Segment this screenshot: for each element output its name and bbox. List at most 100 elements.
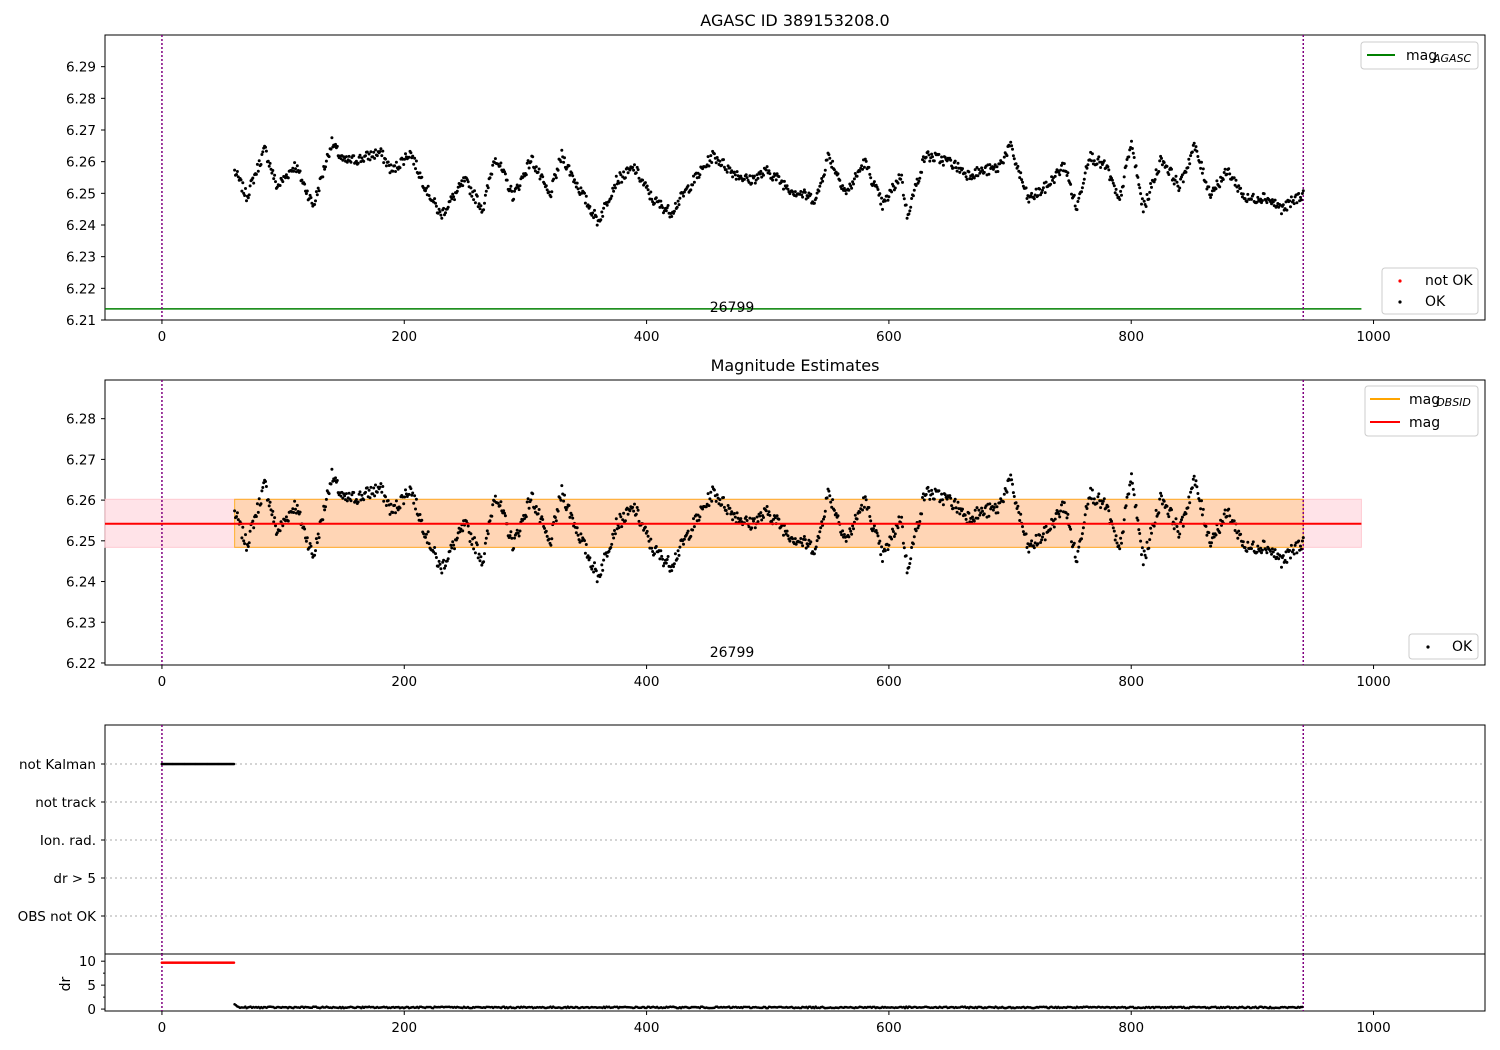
ok-point <box>1066 512 1070 516</box>
ok-point <box>858 510 862 514</box>
ok-point <box>560 148 564 152</box>
ok-point <box>541 175 545 179</box>
ok-point <box>910 546 914 549</box>
ok-point <box>916 526 920 530</box>
estimates-annotation: 26799 <box>710 645 755 661</box>
ok-point <box>1122 175 1126 179</box>
ok-point <box>672 562 676 566</box>
ok-point <box>1110 178 1114 182</box>
ok-point <box>712 488 716 492</box>
ok-point <box>422 532 426 536</box>
ok-point <box>1190 486 1194 490</box>
ok-point <box>1200 499 1203 503</box>
ok-point <box>841 184 845 188</box>
ok-point <box>1030 539 1034 543</box>
ok-point <box>646 534 650 538</box>
dr-point <box>1300 1005 1304 1009</box>
ok-point <box>972 519 976 523</box>
ok-point <box>912 188 916 192</box>
ok-point <box>540 515 544 519</box>
agasc-marks <box>105 35 1362 320</box>
ok-point <box>692 180 696 184</box>
ok-point <box>1095 501 1099 505</box>
legend-agasc-subscript: AGASC <box>1432 52 1472 65</box>
ok-point <box>1201 507 1205 511</box>
ok-point <box>714 161 718 165</box>
ok-point <box>577 538 581 542</box>
ok-point <box>744 515 748 519</box>
ok-point <box>886 198 890 202</box>
ok-point <box>268 500 272 504</box>
ok-point <box>394 511 397 515</box>
ok-point <box>358 490 362 494</box>
ok-point <box>270 513 274 517</box>
ok-point <box>815 539 819 543</box>
ok-point <box>496 501 500 505</box>
ok-point <box>1136 518 1140 522</box>
ok-point <box>365 486 369 490</box>
ok-point <box>658 557 662 561</box>
ok-point <box>1019 512 1023 516</box>
ok-point <box>677 203 681 207</box>
ok-point <box>1044 180 1048 184</box>
ok-point <box>444 564 447 568</box>
ok-point <box>1260 199 1264 203</box>
ok-point <box>449 543 453 547</box>
ok-point <box>1083 171 1087 175</box>
ok-point <box>799 190 803 193</box>
ok-point <box>1184 170 1188 174</box>
ok-point <box>1049 527 1053 531</box>
ok-point <box>590 567 594 571</box>
ok-point <box>1210 541 1213 545</box>
ok-point <box>470 543 474 546</box>
ok-point <box>1256 544 1260 548</box>
agasc-frame <box>104 34 1486 321</box>
ok-point <box>360 493 364 497</box>
ok-point <box>244 187 247 190</box>
ok-point <box>1107 168 1111 172</box>
ok-point <box>241 525 245 529</box>
ok-point <box>349 499 353 503</box>
ok-point <box>735 170 739 174</box>
ok-point <box>235 511 239 515</box>
ok-point <box>445 559 449 563</box>
ok-point <box>877 541 881 545</box>
ok-point <box>605 554 609 558</box>
ok-point <box>892 535 896 538</box>
ok-point <box>314 549 317 553</box>
ok-point <box>617 181 621 185</box>
ok-point <box>345 499 349 503</box>
ok-point <box>610 542 614 546</box>
ok-point <box>791 537 795 541</box>
ok-point <box>1090 152 1094 156</box>
ok-point <box>673 552 677 556</box>
ok-point <box>645 184 649 188</box>
ok-point <box>918 176 922 180</box>
ok-point <box>1204 524 1208 528</box>
ok-point <box>992 506 996 509</box>
ok-point <box>358 153 362 157</box>
ok-point <box>725 512 729 516</box>
ok-point <box>1232 176 1236 180</box>
ok-point <box>418 513 422 516</box>
ok-point <box>728 166 732 170</box>
ok-point <box>304 539 308 543</box>
ok-point <box>847 535 851 539</box>
ok-point <box>1112 529 1116 533</box>
ok-point <box>771 178 775 182</box>
ok-point <box>375 154 379 158</box>
ok-point <box>611 532 615 536</box>
ok-point <box>378 485 382 489</box>
agasc-panel: AGASC ID 389153208.0 0 200 400 600 800 1000 6.… <box>66 11 1486 345</box>
ok-point <box>534 505 538 508</box>
ok-point <box>1174 174 1178 178</box>
ok-point <box>584 194 588 198</box>
ok-point <box>850 532 854 536</box>
ok-point <box>345 160 349 164</box>
ok-point <box>864 498 868 502</box>
ok-point <box>735 511 739 515</box>
x-tick-label: 800 <box>1118 329 1144 345</box>
ok-point <box>785 529 789 533</box>
ok-point <box>1100 502 1104 506</box>
ok-point <box>264 480 267 483</box>
